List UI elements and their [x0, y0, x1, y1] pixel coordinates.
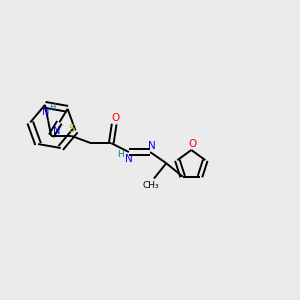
Text: N: N — [42, 107, 50, 117]
Text: CH₃: CH₃ — [143, 181, 159, 190]
Text: O: O — [112, 113, 120, 123]
Text: S: S — [68, 124, 74, 134]
Text: N: N — [148, 141, 155, 151]
Text: N: N — [53, 126, 61, 136]
Text: H: H — [49, 103, 56, 112]
Text: O: O — [189, 139, 197, 149]
Text: H: H — [117, 151, 124, 160]
Text: N: N — [125, 154, 133, 164]
